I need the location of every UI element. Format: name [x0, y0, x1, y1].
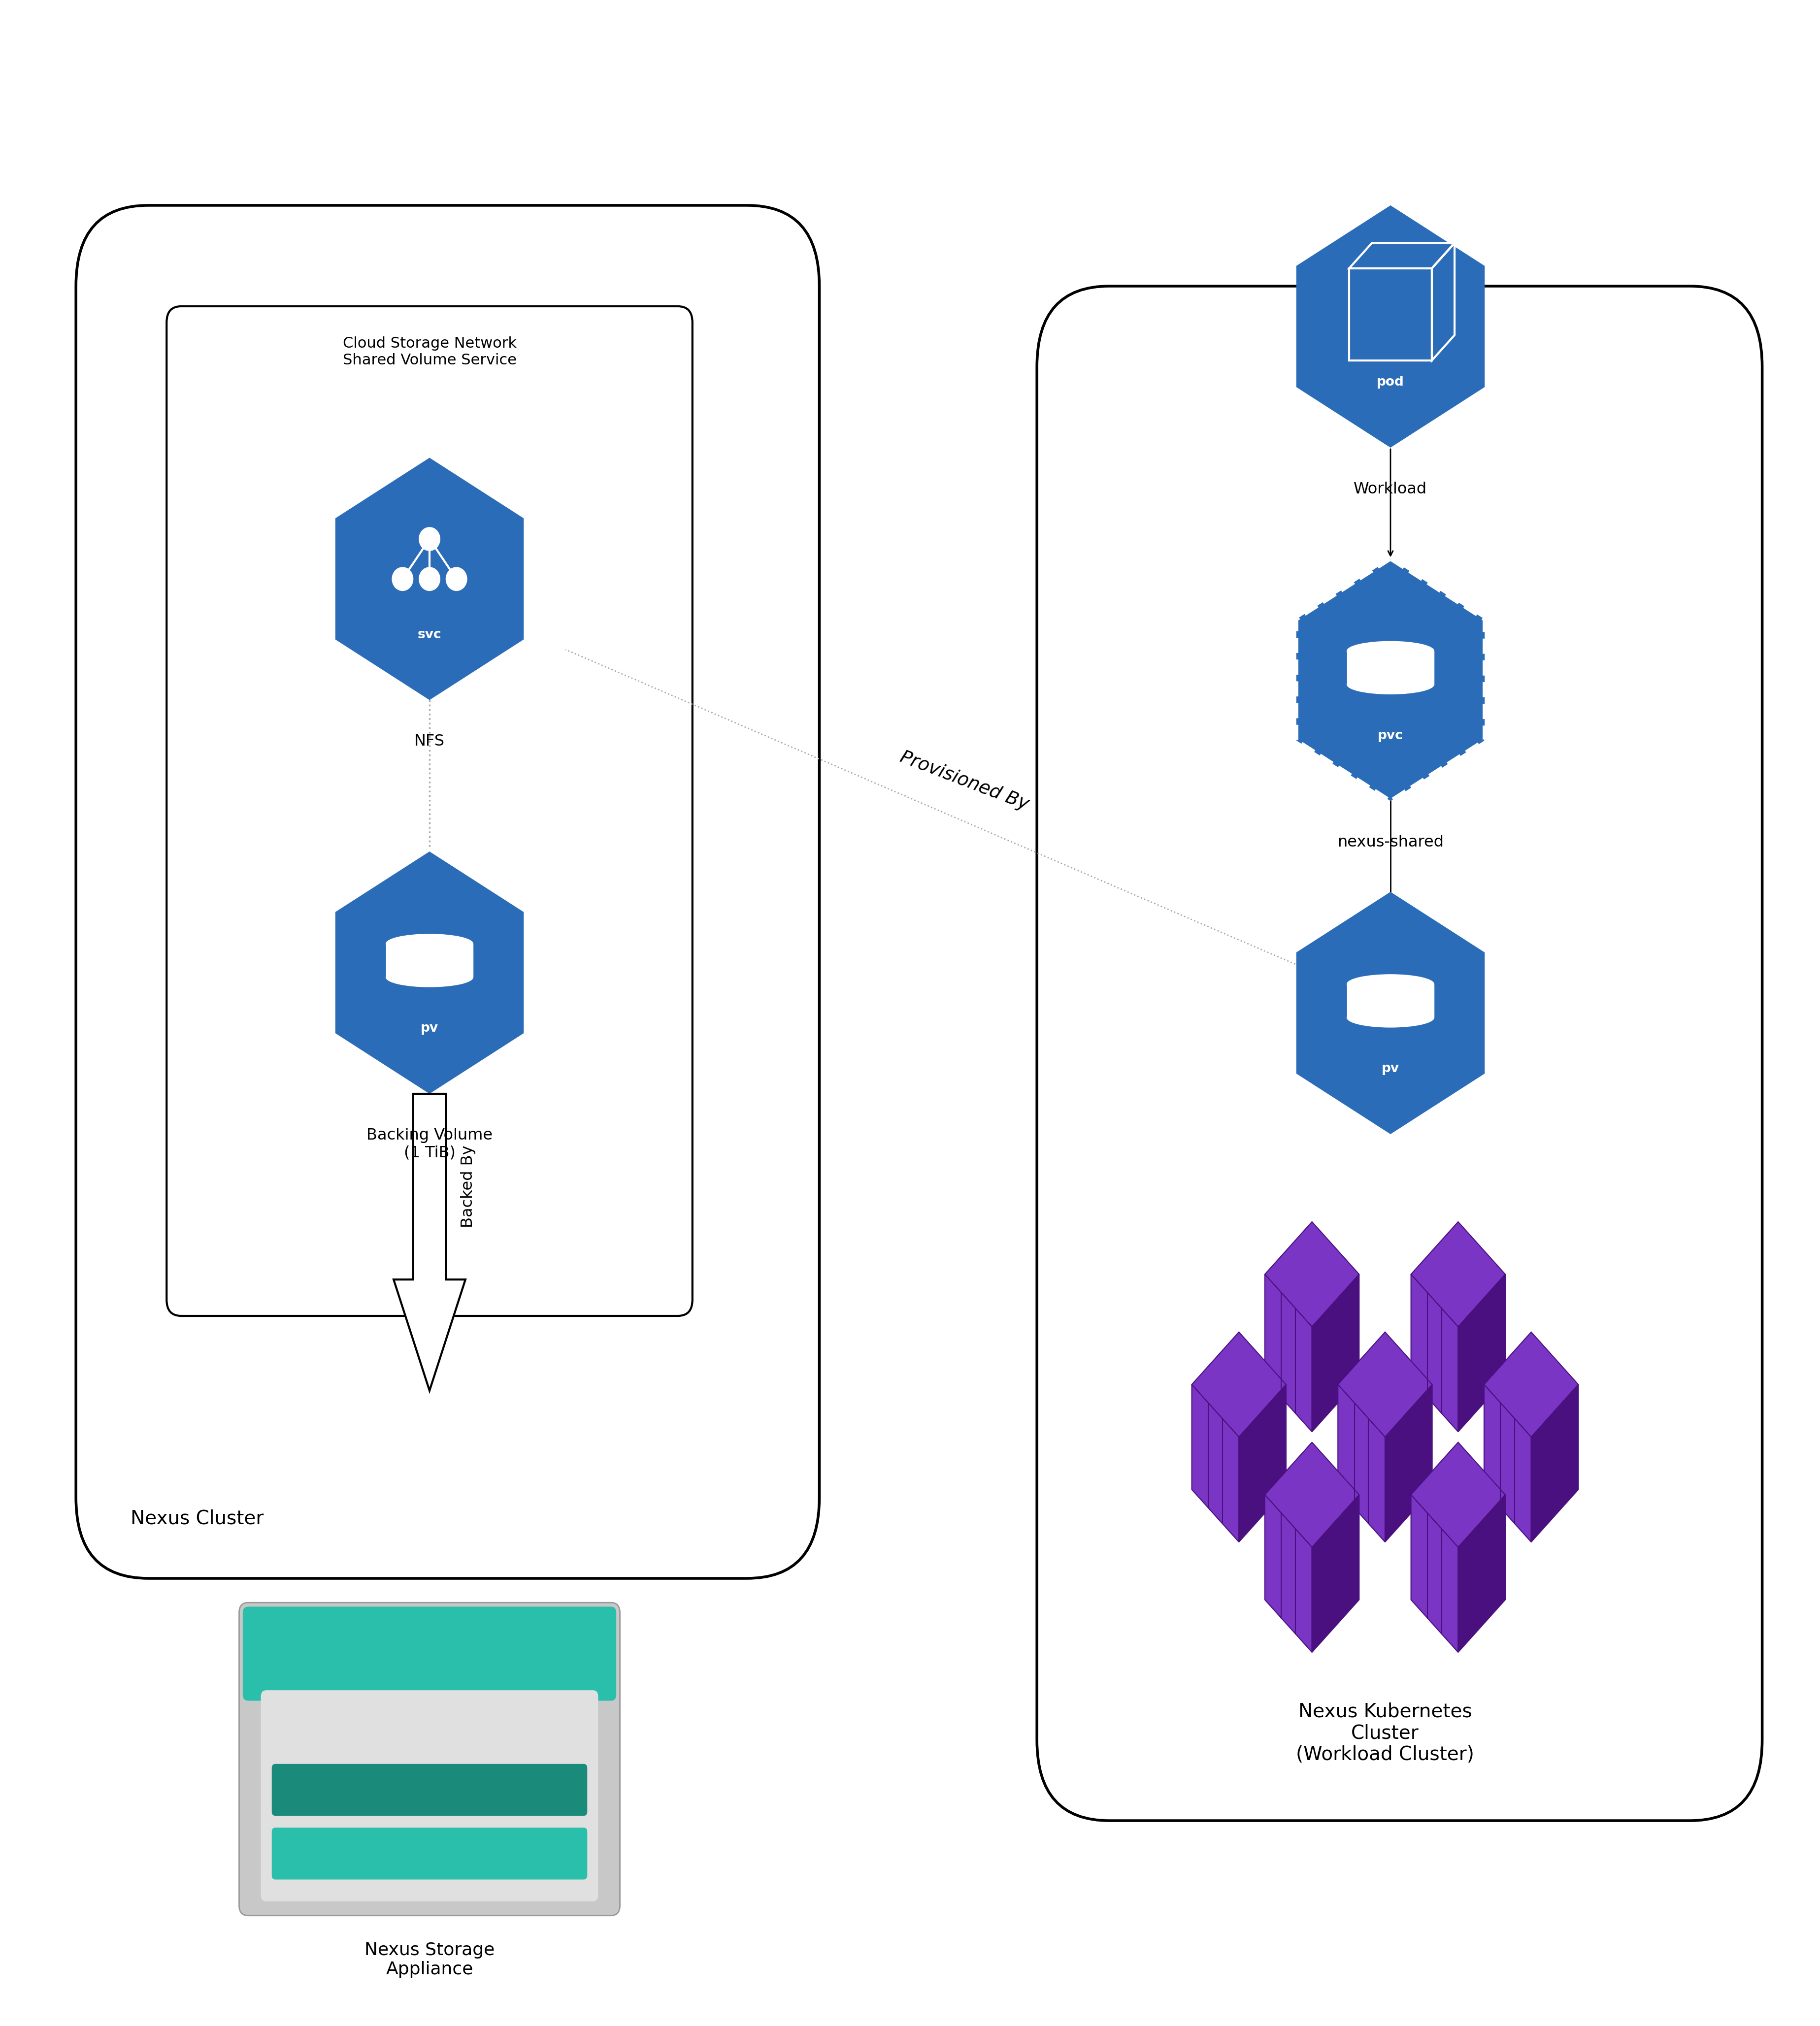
- Polygon shape: [1192, 1331, 1287, 1436]
- Text: Backing Volume
(1 TiB): Backing Volume (1 TiB): [366, 1128, 493, 1161]
- Text: Backed By: Backed By: [460, 1145, 475, 1228]
- Text: Nexus Storage
Appliance: Nexus Storage Appliance: [364, 1941, 495, 1977]
- Polygon shape: [1296, 205, 1485, 448]
- Polygon shape: [1312, 1495, 1360, 1653]
- Polygon shape: [1296, 891, 1485, 1135]
- Ellipse shape: [386, 934, 473, 954]
- Bar: [386, 944, 473, 977]
- Polygon shape: [1338, 1331, 1432, 1436]
- Polygon shape: [1410, 1495, 1458, 1653]
- Polygon shape: [1265, 1274, 1312, 1432]
- Polygon shape: [1483, 1331, 1578, 1436]
- FancyBboxPatch shape: [271, 1765, 588, 1815]
- Text: nexus-shared: nexus-shared: [1338, 835, 1443, 851]
- FancyBboxPatch shape: [238, 1603, 621, 1915]
- FancyBboxPatch shape: [1037, 286, 1762, 1821]
- Polygon shape: [393, 1094, 466, 1390]
- Ellipse shape: [386, 968, 473, 987]
- Circle shape: [391, 567, 413, 592]
- Polygon shape: [335, 851, 524, 1094]
- Circle shape: [419, 527, 440, 551]
- Text: pod: pod: [1376, 375, 1405, 389]
- Text: pv: pv: [420, 1021, 439, 1035]
- Polygon shape: [1265, 1222, 1360, 1327]
- Ellipse shape: [1347, 1007, 1434, 1027]
- Polygon shape: [1458, 1274, 1505, 1432]
- Circle shape: [446, 567, 468, 592]
- Ellipse shape: [1347, 975, 1434, 995]
- Text: Cloud Storage Network
Shared Volume Service: Cloud Storage Network Shared Volume Serv…: [342, 336, 517, 367]
- Text: pvc: pvc: [1378, 729, 1403, 742]
- Text: pv: pv: [1381, 1062, 1400, 1076]
- Bar: [1347, 650, 1434, 685]
- Polygon shape: [1265, 1443, 1360, 1548]
- Text: Provisioned By: Provisioned By: [897, 748, 1032, 814]
- Polygon shape: [1312, 1274, 1360, 1432]
- FancyBboxPatch shape: [76, 205, 819, 1578]
- Text: Nexus Kubernetes
Cluster
(Workload Cluster): Nexus Kubernetes Cluster (Workload Clust…: [1296, 1702, 1474, 1765]
- Polygon shape: [1410, 1443, 1505, 1548]
- Polygon shape: [1265, 1495, 1312, 1653]
- Text: NFS: NFS: [415, 733, 444, 750]
- Ellipse shape: [1347, 675, 1434, 695]
- Bar: [1347, 985, 1434, 1017]
- Text: Nexus Cluster: Nexus Cluster: [131, 1509, 264, 1528]
- Polygon shape: [335, 458, 524, 701]
- Ellipse shape: [1347, 642, 1434, 660]
- Polygon shape: [1338, 1384, 1385, 1542]
- Polygon shape: [1531, 1384, 1578, 1542]
- FancyBboxPatch shape: [260, 1690, 599, 1902]
- Polygon shape: [1385, 1384, 1432, 1542]
- FancyBboxPatch shape: [271, 1827, 588, 1880]
- Polygon shape: [1483, 1384, 1531, 1542]
- Polygon shape: [1239, 1384, 1287, 1542]
- Polygon shape: [1410, 1274, 1458, 1432]
- Polygon shape: [1458, 1495, 1505, 1653]
- Polygon shape: [1192, 1384, 1239, 1542]
- Polygon shape: [1296, 559, 1485, 800]
- Text: svc: svc: [417, 628, 442, 640]
- FancyBboxPatch shape: [242, 1607, 617, 1700]
- Text: Workload: Workload: [1354, 482, 1427, 496]
- FancyBboxPatch shape: [167, 306, 692, 1315]
- Circle shape: [419, 567, 440, 592]
- Polygon shape: [1410, 1222, 1505, 1327]
